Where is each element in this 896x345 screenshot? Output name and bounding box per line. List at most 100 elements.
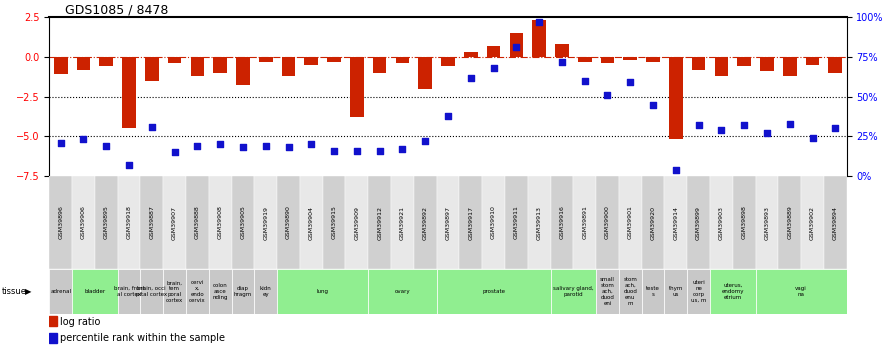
Bar [396,57,409,63]
Bar [414,176,436,269]
Text: GSM39915: GSM39915 [332,206,337,239]
Text: GSM39897: GSM39897 [445,206,451,239]
Bar [624,57,637,60]
Bar [829,57,842,73]
Point [144,124,159,129]
Text: kidn
ey: kidn ey [260,286,271,297]
Point [259,143,273,149]
Text: GSM39910: GSM39910 [491,206,496,239]
Text: ovary: ovary [394,289,410,294]
Bar [368,269,436,314]
Bar [737,57,751,67]
Point [646,102,660,107]
Point [737,122,752,128]
Bar [54,57,67,75]
Bar [186,176,209,269]
Point [418,138,433,144]
Bar [578,57,591,62]
Bar [254,176,277,269]
Text: bladder: bladder [84,289,106,294]
Text: GSM39906: GSM39906 [81,206,86,239]
Text: GSM39920: GSM39920 [650,206,656,239]
Text: percentile rank within the sample: percentile rank within the sample [60,333,226,343]
Text: adrenal: adrenal [50,289,71,294]
Text: GSM39893: GSM39893 [764,206,770,239]
Text: GSM39902: GSM39902 [810,206,815,239]
Point [213,141,228,147]
Text: GSM39917: GSM39917 [469,206,473,239]
Text: cervi
x,
endo
cervix: cervi x, endo cervix [189,280,206,303]
Bar [619,176,642,269]
Bar [806,57,819,65]
Point [122,162,136,168]
Text: diap
hragm: diap hragm [234,286,252,297]
Bar [117,176,141,269]
Bar [145,57,159,81]
Bar [213,57,227,73]
Bar [277,269,368,314]
Text: thym
us: thym us [668,286,683,297]
Bar [436,176,460,269]
Bar [669,57,683,139]
Point [349,148,364,153]
Point [487,65,501,71]
Bar [49,333,57,343]
Text: GSM39892: GSM39892 [423,206,427,239]
Point [373,148,387,153]
Bar [464,52,478,57]
Bar [209,176,231,269]
Bar [327,57,340,62]
Text: GSM39909: GSM39909 [354,206,359,239]
Point [692,122,706,128]
Point [532,19,547,25]
Bar [141,269,163,314]
Bar [209,269,231,314]
Point [600,92,615,98]
Bar [801,176,824,269]
Bar [391,176,414,269]
Text: GSM39887: GSM39887 [150,206,154,239]
Bar [254,269,277,314]
Point [190,143,204,149]
Text: GSM39908: GSM39908 [218,206,223,239]
Bar [600,57,615,63]
Bar [300,176,323,269]
Point [304,141,318,147]
Text: GSM39905: GSM39905 [240,206,246,239]
Bar [281,57,296,76]
Text: GSM39889: GSM39889 [788,206,792,239]
Bar [550,269,596,314]
Bar [505,176,528,269]
Point [509,45,523,50]
Text: brain, occi
pital cortex: brain, occi pital cortex [136,286,168,297]
Point [828,126,842,131]
Text: GSM39921: GSM39921 [400,206,405,239]
Bar [550,176,573,269]
Point [782,121,797,126]
Bar [532,20,546,57]
Point [623,80,637,85]
Bar [596,269,619,314]
Point [327,148,341,153]
Text: GSM39898: GSM39898 [742,206,746,239]
Text: lung: lung [316,289,329,294]
Text: GSM39919: GSM39919 [263,206,268,239]
Bar [665,269,687,314]
Text: GSM39899: GSM39899 [696,206,702,239]
Bar [77,57,90,70]
Bar [733,176,755,269]
Bar [783,57,797,76]
Text: GDS1085 / 8478: GDS1085 / 8478 [65,3,168,16]
Point [463,75,478,80]
Bar [573,176,596,269]
Text: GSM39914: GSM39914 [673,206,678,239]
Bar [72,269,117,314]
Text: GSM39891: GSM39891 [582,206,587,239]
Bar [528,176,550,269]
Text: salivary gland,
parotid: salivary gland, parotid [553,286,594,297]
Text: stom
ach,
duod
enu
m: stom ach, duod enu m [624,277,637,306]
Bar [460,176,482,269]
Text: vagi
na: vagi na [796,286,807,297]
Bar [710,176,733,269]
Text: GSM39912: GSM39912 [377,206,383,239]
